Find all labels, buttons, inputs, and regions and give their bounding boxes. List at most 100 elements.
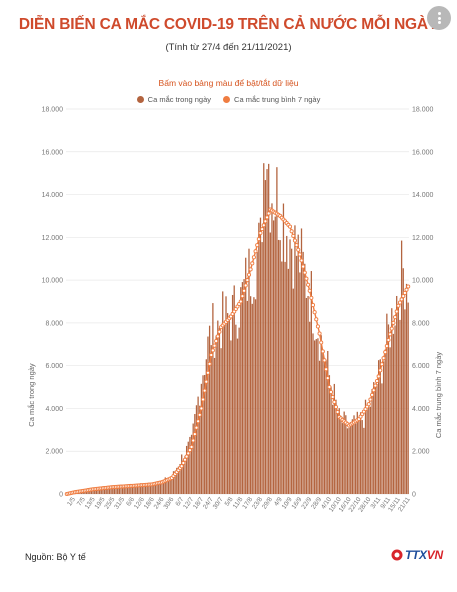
daily-bar — [110, 487, 112, 494]
daily-bar — [353, 415, 355, 494]
y-axis-left: 0 2.000 4.000 6.000 8.000 10.000 12.000 14.000 1… — [42, 107, 64, 499]
average-point — [301, 264, 306, 269]
daily-bar — [149, 482, 152, 494]
daily-bars — [67, 163, 409, 495]
daily-bar — [166, 479, 168, 494]
context-menu-icon[interactable] — [427, 6, 451, 30]
daily-bar — [146, 484, 148, 494]
daily-bar — [404, 309, 406, 494]
average-point — [243, 283, 248, 288]
daily-bar — [304, 263, 306, 494]
daily-bar — [238, 327, 240, 494]
daily-bar — [371, 389, 373, 494]
daily-bar — [335, 399, 337, 494]
average-point — [294, 243, 299, 248]
average-point — [383, 350, 388, 355]
x-tick-label: 6/7 — [174, 496, 185, 508]
average-point — [214, 339, 219, 344]
daily-bar — [276, 167, 278, 494]
average-point — [378, 368, 383, 373]
daily-bar — [195, 405, 198, 494]
daily-bar — [218, 327, 221, 494]
daily-bar — [177, 466, 180, 494]
y-axis-title-right: Ca mắc trung bình 7 ngày — [434, 352, 443, 439]
daily-bar — [98, 488, 101, 494]
legend-swatch-average — [223, 96, 231, 103]
daily-bar — [266, 169, 268, 494]
daily-bar — [154, 482, 157, 494]
daily-bar — [112, 486, 114, 494]
daily-bar — [235, 324, 237, 494]
average-point — [210, 348, 215, 353]
average-point — [248, 267, 253, 272]
average-point — [332, 399, 337, 405]
y-tick-label-left: 14.000 — [42, 192, 64, 199]
average-point — [391, 320, 396, 325]
y-tick-label-right: 8.000 — [412, 320, 430, 327]
daily-bar — [279, 240, 281, 494]
average-point — [251, 255, 256, 260]
average-point — [393, 315, 398, 320]
average-point — [384, 344, 389, 349]
daily-bar — [325, 360, 327, 494]
daily-bar — [281, 261, 283, 494]
daily-bar — [120, 484, 122, 494]
daily-bar — [399, 319, 401, 494]
legend-hint: Bấm vào bảng màu để bật/tắt dữ liệu — [158, 78, 299, 88]
daily-bar — [373, 382, 375, 494]
average-point — [374, 378, 380, 384]
daily-bar — [156, 483, 158, 494]
daily-bar — [143, 485, 145, 494]
average-point — [191, 438, 196, 443]
average-point — [260, 227, 265, 232]
daily-bar — [327, 350, 329, 494]
x-tick-label: 5/8 — [224, 496, 235, 508]
daily-bar — [184, 456, 186, 494]
daily-bar — [402, 268, 404, 494]
daily-bar — [217, 320, 219, 494]
legend-item-daily[interactable]: Ca mắc trong ngày — [136, 95, 211, 104]
y-tick-label-right: 4.000 — [412, 406, 430, 413]
average-point — [264, 215, 270, 220]
daily-bar — [141, 484, 143, 494]
daily-bar — [350, 422, 352, 494]
average-point — [192, 432, 197, 437]
daily-bar — [220, 348, 222, 494]
daily-bar — [144, 483, 147, 494]
average-point — [319, 340, 324, 345]
daily-bar — [282, 203, 285, 494]
daily-bar — [254, 299, 257, 494]
daily-bar — [158, 483, 160, 494]
legend-item-average[interactable]: Ca mắc trung bình 7 ngày — [223, 95, 320, 104]
daily-bar — [317, 338, 319, 494]
average-point — [291, 233, 296, 238]
y-tick-label-left: 2.000 — [45, 449, 63, 456]
average-point — [287, 224, 293, 229]
daily-bar — [243, 279, 245, 494]
daily-bar — [108, 485, 111, 494]
average-point — [292, 238, 297, 243]
daily-bar — [361, 420, 363, 494]
average-point — [184, 454, 189, 459]
daily-bar — [190, 434, 193, 494]
daily-bar — [227, 313, 229, 494]
average-point — [325, 376, 330, 381]
y-tick-label-left: 6.000 — [45, 363, 63, 370]
daily-bar — [199, 405, 201, 494]
ttxvn-logo: TTXVN — [391, 548, 443, 562]
daily-bar — [138, 485, 140, 494]
daily-bar — [236, 338, 239, 494]
page-title: DIỄN BIẾN CA MẮC COVID-19 TRÊN CẢ NƯỚC M… — [18, 16, 439, 33]
average-point — [242, 288, 247, 293]
y-tick-label-left: 18.000 — [42, 107, 64, 114]
daily-bar — [318, 360, 321, 494]
average-point — [196, 419, 201, 424]
average-point — [296, 247, 301, 252]
daily-bar — [322, 351, 324, 494]
average-point — [238, 299, 243, 304]
average-point — [404, 287, 409, 292]
daily-bar — [223, 323, 226, 494]
average-point — [187, 448, 192, 453]
daily-bar — [268, 163, 270, 494]
average-point — [312, 310, 317, 315]
